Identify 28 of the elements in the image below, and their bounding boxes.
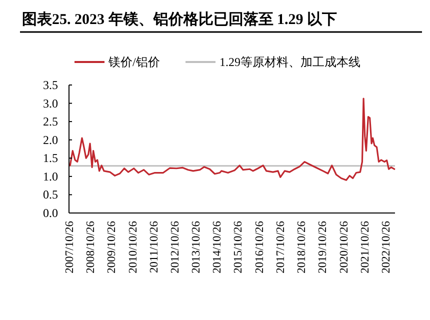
legend-label: 镁价/铝价	[108, 55, 160, 69]
x-tick-label: 2010/10/26	[127, 220, 140, 274]
x-tick-label: 2014/10/26	[212, 220, 224, 274]
y-tick-label: 2.5	[43, 114, 58, 129]
x-tick-label: 2021/10/26	[359, 220, 372, 274]
x-tick-label: 2013/10/26	[190, 220, 203, 274]
y-tick-label: 1.5	[43, 151, 58, 166]
y-tick-label: 3.0	[43, 96, 58, 110]
x-tick-label: 2022/10/26	[380, 220, 392, 274]
x-tick-label: 2011/10/26	[148, 220, 160, 273]
x-tick-label: 2019/10/26	[317, 220, 330, 274]
x-tick-label: 2007/10/26	[64, 220, 76, 274]
x-tick-label: 2008/10/26	[85, 220, 98, 274]
x-tick-label: 2009/10/26	[106, 220, 118, 274]
x-tick-label: 2012/10/26	[170, 220, 182, 274]
y-tick-label: 0.5	[43, 188, 58, 202]
y-tick-label: 2.0	[43, 132, 58, 147]
y-tick-label: 1.0	[43, 169, 58, 184]
line-series	[69, 98, 396, 181]
x-tick-label: 2015/10/26	[232, 220, 245, 274]
x-tick-label: 2020/10/26	[338, 220, 350, 274]
x-tick-label: 2017/10/26	[274, 220, 287, 274]
x-tick-label: 2018/10/26	[296, 220, 308, 274]
chart-title: 图表25. 2023 年镁、铝价格比已回落至 1.29 以下	[22, 11, 337, 28]
y-tick-label: 3.5	[43, 78, 58, 92]
x-tick-label: 2016/10/26	[254, 220, 266, 274]
legend-label: 1.29等原材料、加工成本线	[220, 55, 360, 69]
y-tick-label: 0.0	[43, 206, 58, 220]
